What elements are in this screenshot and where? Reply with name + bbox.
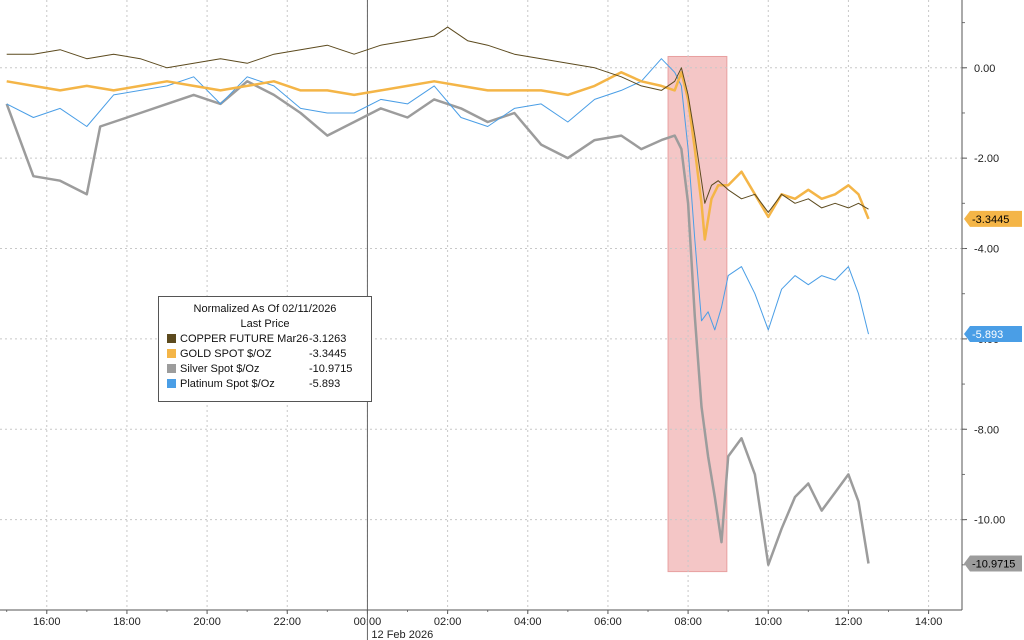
x-tick-label: 08:00 bbox=[674, 616, 702, 628]
legend-swatch-gold bbox=[167, 349, 176, 358]
end-label-bg bbox=[964, 555, 1022, 572]
x-tick-label: 02:00 bbox=[434, 616, 462, 628]
legend-label-gold: GOLD SPOT $/OZ bbox=[180, 348, 272, 360]
legend-swatch-copper bbox=[167, 334, 176, 343]
y-tick-label: -8.00 bbox=[974, 424, 999, 436]
legend-label-copper: COPPER FUTURE Mar26 bbox=[180, 333, 309, 345]
x-tick-label: 14:00 bbox=[915, 616, 943, 628]
x-tick-label: 22:00 bbox=[273, 616, 301, 628]
legend-label-silver: Silver Spot $/Oz bbox=[180, 363, 260, 375]
y-tick-label: -10.00 bbox=[974, 515, 1005, 527]
end-label-text: -3.3445 bbox=[972, 214, 1009, 226]
end-label-text: -10.9715 bbox=[972, 559, 1015, 571]
end-label-bg bbox=[964, 210, 1022, 227]
legend-value-silver: -10.9715 bbox=[309, 363, 353, 375]
highlight-band bbox=[667, 55, 728, 573]
legend-item-silver: Silver Spot $/Oz -10.9715 bbox=[159, 362, 371, 377]
y-tick-label: -2.00 bbox=[974, 153, 999, 165]
x-date-label: 12 Feb 2026 bbox=[371, 629, 433, 640]
legend-swatch-silver bbox=[167, 364, 176, 373]
legend-value-gold: -3.3445 bbox=[309, 348, 347, 360]
x-tick-label: 06:00 bbox=[594, 616, 622, 628]
end-label-2: -10.9715 bbox=[964, 555, 1022, 572]
x-tick-label: 18:00 bbox=[113, 616, 141, 628]
series-line-platinum bbox=[6, 58, 869, 335]
x-tick-label: 16:00 bbox=[33, 616, 61, 628]
legend-item-platinum: Platinum Spot $/Oz -5.893 bbox=[159, 377, 371, 392]
legend-value-platinum: -5.893 bbox=[309, 378, 341, 390]
legend-label-platinum: Platinum Spot $/Oz bbox=[180, 378, 275, 390]
series-line-gold bbox=[6, 71, 870, 241]
series-line-silver bbox=[5, 80, 870, 567]
end-label-0: -3.3445 bbox=[964, 210, 1022, 227]
series-line-copper bbox=[6, 26, 869, 213]
y-tick-label: 0.00 bbox=[974, 63, 995, 75]
legend-swatch-platinum bbox=[167, 379, 176, 388]
x-tick-label: 12:00 bbox=[835, 616, 863, 628]
end-label-1: -5.893 bbox=[964, 326, 1022, 343]
end-label-bg bbox=[964, 326, 1022, 343]
y-tick-label: -4.00 bbox=[974, 244, 999, 256]
legend-subtitle: Last Price bbox=[240, 318, 290, 330]
legend-value-copper: -3.1263 bbox=[309, 333, 347, 345]
legend-item-copper: COPPER FUTURE Mar26 -3.1263 bbox=[159, 332, 371, 347]
end-label-text: -5.893 bbox=[972, 329, 1003, 341]
legend: Normalized As Of 02/11/2026 Last Price C… bbox=[158, 296, 372, 402]
legend-title: Normalized As Of 02/11/2026 bbox=[193, 303, 337, 315]
x-tick-label: 20:00 bbox=[193, 616, 221, 628]
legend-item-gold: GOLD SPOT $/OZ -3.3445 bbox=[159, 347, 371, 362]
x-tick-label: 10:00 bbox=[754, 616, 782, 628]
x-tick-label: 04:00 bbox=[514, 616, 542, 628]
